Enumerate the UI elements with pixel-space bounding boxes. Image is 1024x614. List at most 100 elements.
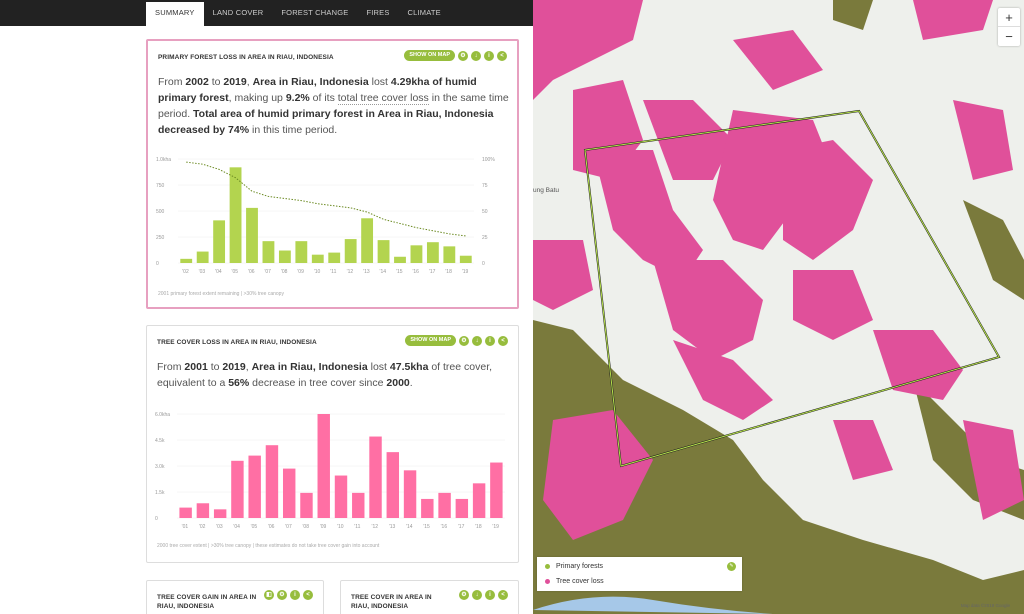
legend-swatch [545, 564, 550, 569]
x-tick-label: '18 [445, 269, 452, 275]
bar [352, 492, 365, 518]
widget-tools: ◧ ⚙ i < [264, 590, 313, 600]
info-icon[interactable]: i [484, 50, 494, 61]
bar [386, 452, 400, 518]
zoom-out-button[interactable]: − [1005, 29, 1013, 44]
tree-cover-loss-widget: TREE COVER LOSS IN AREA IN RIAU, INDONES… [146, 325, 519, 563]
top-nav-bar: SUMMARY LAND COVER FOREST CHANGE FIRES C… [0, 0, 533, 26]
widget-title: TREE COVER LOSS IN AREA IN RIAU, INDONES… [157, 339, 317, 346]
tab-forest-change[interactable]: FOREST CHANGE [281, 8, 349, 17]
x-tick-label: '17 [429, 269, 436, 275]
x-tick-label: '02 [199, 524, 206, 530]
widget-sentence: From 2002 to 2019, Area in Riau, Indones… [158, 76, 509, 136]
zoom-in-button[interactable]: + [998, 8, 1020, 27]
download-icon[interactable]: ↓ [471, 50, 481, 61]
bar [213, 220, 226, 263]
aoi-outline-highlight [584, 110, 1000, 467]
show-on-map-button[interactable]: SHOW ON MAP [405, 335, 456, 346]
info-icon[interactable]: i [485, 335, 495, 346]
y-tick-label: 3.0k [155, 464, 165, 470]
x-tick-label: '07 [264, 269, 271, 275]
x-tick-label: '02 [182, 269, 189, 275]
bar [246, 207, 258, 263]
x-tick-label: '03 [216, 524, 223, 530]
x-tick-label: '13 [363, 269, 370, 275]
settings-icon[interactable]: ⚙ [459, 335, 469, 346]
x-tick-label: '04 [233, 524, 240, 530]
tab-summary[interactable]: SUMMARY [146, 2, 204, 26]
widget-tools: SHOW ON MAP ⚙ ↓ i < [405, 335, 508, 346]
x-tick-label: '10 [314, 269, 321, 275]
share-icon[interactable]: < [498, 335, 508, 346]
share-icon[interactable]: < [303, 590, 313, 600]
share-icon[interactable]: < [497, 50, 507, 61]
y-tick-label: 1.5k [155, 490, 165, 496]
widget-tools: ⚙ ↓ i < [459, 590, 508, 600]
bar [443, 246, 456, 263]
widget-caption: 2000 tree cover extent | >30% tree canop… [157, 543, 380, 549]
bar [403, 470, 417, 518]
settings-icon[interactable]: ⚙ [277, 590, 287, 600]
water-body [533, 596, 773, 614]
x-tick-label: '18 [475, 524, 482, 530]
bar [369, 436, 382, 518]
map-view[interactable]: ung Batu + − Primary forests Tree cover … [533, 0, 1024, 614]
bar [262, 241, 275, 263]
bar [410, 245, 423, 263]
bar [300, 492, 313, 518]
map-icon[interactable]: ◧ [264, 590, 274, 600]
x-tick-label: '13 [389, 524, 396, 530]
map-attribution: Map data ©2019 Google [960, 603, 1010, 608]
bar [472, 483, 486, 518]
x-tick-label: '14 [380, 269, 387, 275]
x-tick-label: '09 [320, 524, 327, 530]
x-tick-label: '12 [347, 269, 354, 275]
tab-fires[interactable]: FIRES [366, 8, 390, 17]
bar [311, 254, 324, 263]
bar [328, 252, 341, 263]
tab-land-cover[interactable]: LAND COVER [212, 8, 264, 17]
legend-item: Tree cover loss [545, 578, 604, 585]
primary-forest-areas [533, 0, 1024, 614]
bar [248, 455, 261, 518]
primary-forest-loss-chart: 0 250 500 750 1.0kha 0 25 50 75 100% '02 '03 '04 '05 '… [156, 157, 495, 275]
x-tick-label: '12 [372, 524, 379, 530]
y-tick-label: 0 [156, 261, 159, 267]
bar [334, 475, 348, 518]
bar [278, 250, 291, 263]
map-legend: Primary forests Tree cover loss ✎ [537, 557, 742, 591]
share-icon[interactable]: < [498, 590, 508, 600]
x-tick-label: '19 [492, 524, 499, 530]
y-tick-label: 0 [155, 516, 158, 522]
bar [490, 462, 503, 518]
primary-forest-loss-widget: PRIMARY FOREST LOSS IN AREA IN RIAU, IND… [146, 39, 519, 309]
edit-icon[interactable]: ✎ [727, 562, 736, 571]
x-tick-label: '04 [215, 269, 222, 275]
widget-sentence: From 2001 to 2019, Area in Riau, Indones… [157, 361, 493, 389]
tab-climate[interactable]: CLIMATE [407, 8, 441, 17]
y-tick-label: 6.0kha [155, 412, 170, 418]
bar [377, 240, 390, 263]
bar [455, 498, 469, 518]
show-on-map-button[interactable]: SHOW ON MAP [404, 50, 455, 61]
x-tick-label: '09 [297, 269, 304, 275]
bar [196, 251, 209, 263]
analysis-panel: SUMMARY LAND COVER FOREST CHANGE FIRES C… [0, 0, 533, 614]
bar [282, 468, 296, 518]
settings-icon[interactable]: ⚙ [459, 590, 469, 600]
info-icon[interactable]: i [485, 590, 495, 600]
x-tick-label: '07 [285, 524, 292, 530]
download-icon[interactable]: ↓ [472, 590, 482, 600]
x-tick-label: '03 [199, 269, 206, 275]
x-tick-label: '08 [281, 269, 288, 275]
map-canvas[interactable] [533, 0, 1024, 614]
settings-icon[interactable]: ⚙ [458, 50, 468, 61]
tree-cover-loss-areas [533, 0, 1024, 540]
download-icon[interactable]: ↓ [472, 335, 482, 346]
y2-tick-label: 50 [482, 209, 488, 215]
info-icon[interactable]: i [290, 590, 300, 600]
forest-extent-line [186, 161, 466, 237]
tree-cover-loss-chart: 0 1.5k 3.0k 4.5k 6.0kha '01 '02 '03 '04 '05 '06 '07… [155, 412, 505, 530]
bar [265, 445, 279, 518]
